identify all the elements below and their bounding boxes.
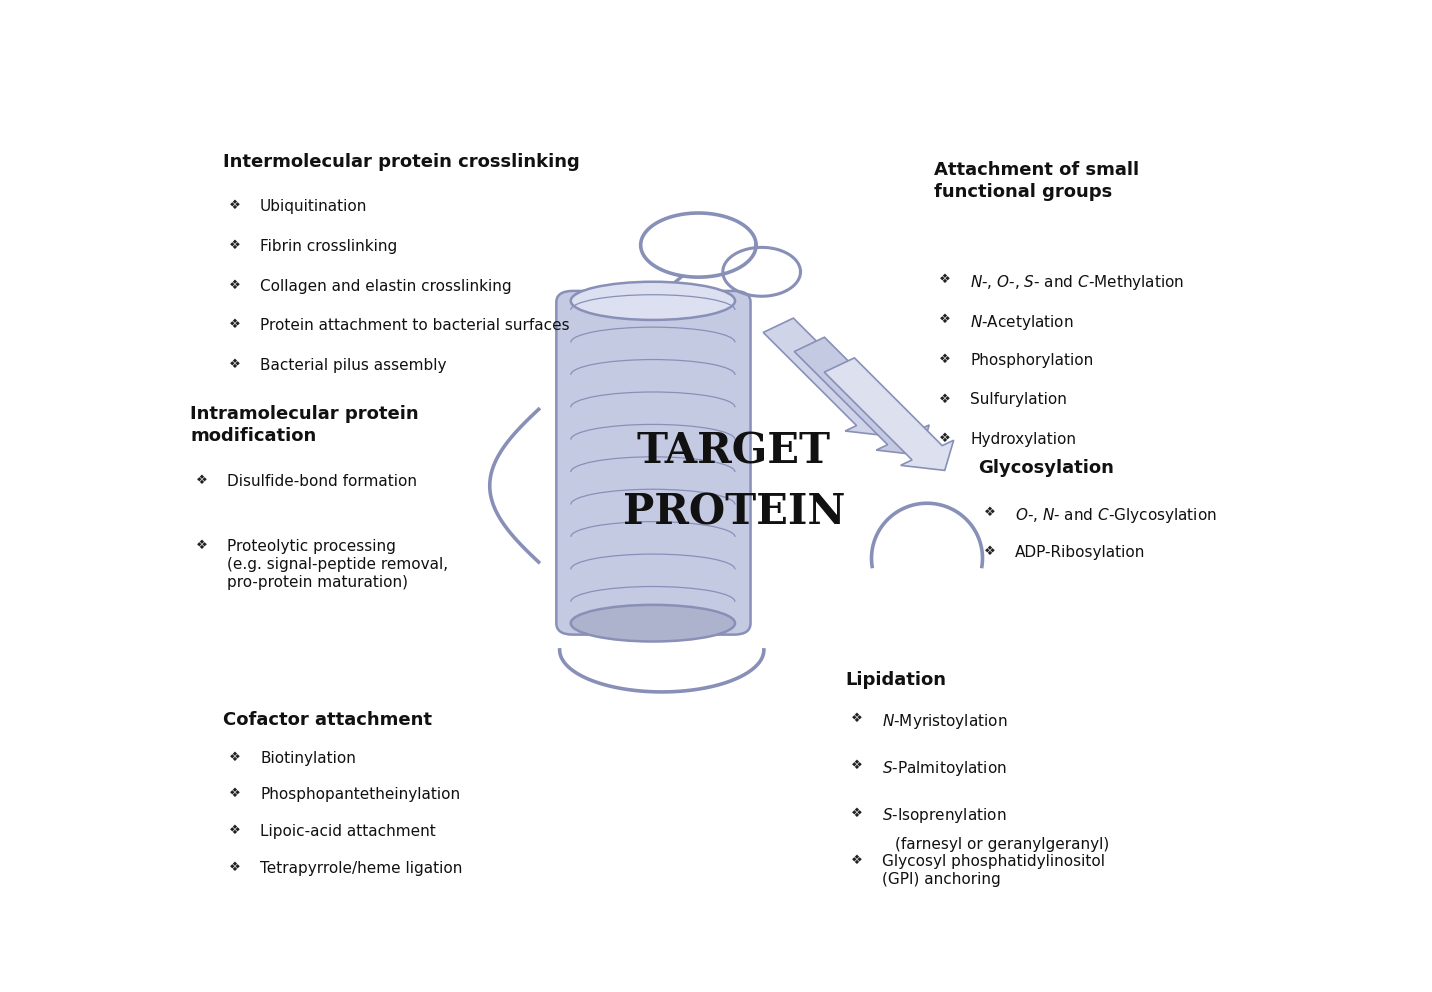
- Text: ❖: ❖: [229, 824, 241, 837]
- Text: ❖: ❖: [229, 861, 241, 874]
- Text: $\it{O}$-, $\it{N}$- and $\it{C}$-Glycosylation: $\it{O}$-, $\it{N}$- and $\it{C}$-Glycos…: [1015, 506, 1217, 525]
- Text: ❖: ❖: [984, 546, 995, 558]
- Text: Collagen and elastin crosslinking: Collagen and elastin crosslinking: [261, 279, 511, 294]
- Text: Phosphopantetheinylation: Phosphopantetheinylation: [261, 788, 460, 803]
- Text: $\it{S}$-Isoprenylation: $\it{S}$-Isoprenylation: [882, 806, 1007, 825]
- Text: Ubiquitination: Ubiquitination: [261, 199, 368, 214]
- Text: Intramolecular protein
modification: Intramolecular protein modification: [190, 406, 418, 445]
- FancyArrow shape: [795, 337, 929, 455]
- Text: ❖: ❖: [851, 806, 862, 819]
- Text: Phosphorylation: Phosphorylation: [971, 353, 1094, 368]
- Text: Fibrin crosslinking: Fibrin crosslinking: [261, 239, 397, 254]
- FancyArrow shape: [825, 358, 954, 470]
- Text: TARGET: TARGET: [637, 431, 831, 472]
- FancyArrow shape: [763, 318, 898, 436]
- Text: Glycosylation: Glycosylation: [978, 459, 1114, 477]
- Text: ❖: ❖: [939, 433, 951, 445]
- Text: Intermolecular protein crosslinking: Intermolecular protein crosslinking: [223, 154, 580, 172]
- Text: Glycosyl phosphatidylinositol
(GPI) anchoring: Glycosyl phosphatidylinositol (GPI) anch…: [882, 854, 1104, 887]
- Text: ❖: ❖: [196, 474, 208, 487]
- FancyBboxPatch shape: [556, 291, 750, 635]
- Text: ❖: ❖: [229, 279, 241, 292]
- Text: ❖: ❖: [939, 274, 951, 287]
- Text: ❖: ❖: [851, 712, 862, 725]
- Text: PROTEIN: PROTEIN: [623, 491, 845, 534]
- Text: Lipoic-acid attachment: Lipoic-acid attachment: [261, 824, 435, 839]
- Text: ❖: ❖: [229, 358, 241, 371]
- Text: ❖: ❖: [939, 353, 951, 366]
- Text: $\it{S}$-Palmitoylation: $\it{S}$-Palmitoylation: [882, 759, 1007, 778]
- Text: Disulfide-bond formation: Disulfide-bond formation: [226, 474, 417, 489]
- Text: ❖: ❖: [851, 759, 862, 772]
- Text: ❖: ❖: [229, 199, 241, 212]
- Text: ❖: ❖: [229, 751, 241, 764]
- Text: Protein attachment to bacterial surfaces: Protein attachment to bacterial surfaces: [261, 318, 570, 333]
- Text: Sulfurylation: Sulfurylation: [971, 393, 1067, 408]
- Text: ❖: ❖: [229, 239, 241, 252]
- Text: $\it{N}$-Acetylation: $\it{N}$-Acetylation: [971, 313, 1074, 332]
- Text: Hydroxylation: Hydroxylation: [971, 433, 1077, 447]
- Text: Lipidation: Lipidation: [845, 671, 947, 688]
- Text: $\it{N}$-, $\it{O}$-, $\it{S}$- and $\it{C}$-Methylation: $\it{N}$-, $\it{O}$-, $\it{S}$- and $\it…: [971, 274, 1184, 293]
- Text: ❖: ❖: [939, 313, 951, 326]
- Text: Proteolytic processing
(e.g. signal-peptide removal,
pro-protein maturation): Proteolytic processing (e.g. signal-pept…: [226, 540, 448, 590]
- Text: Cofactor attachment: Cofactor attachment: [223, 711, 432, 729]
- Text: ❖: ❖: [984, 506, 995, 519]
- Text: Attachment of small
functional groups: Attachment of small functional groups: [934, 161, 1138, 200]
- Ellipse shape: [571, 282, 735, 320]
- Text: ❖: ❖: [229, 318, 241, 331]
- Text: ❖: ❖: [939, 393, 951, 406]
- Text: ❖: ❖: [851, 854, 862, 867]
- Text: ❖: ❖: [196, 540, 208, 553]
- Text: ADP-Ribosylation: ADP-Ribosylation: [1015, 546, 1146, 560]
- Text: $\it{N}$-Myristoylation: $\it{N}$-Myristoylation: [882, 712, 1007, 731]
- Text: Tetrapyrrole/heme ligation: Tetrapyrrole/heme ligation: [261, 861, 463, 876]
- Text: Bacterial pilus assembly: Bacterial pilus assembly: [261, 358, 447, 373]
- Text: Biotinylation: Biotinylation: [261, 751, 357, 766]
- Ellipse shape: [571, 605, 735, 642]
- Text: (farnesyl or geranylgeranyl): (farnesyl or geranylgeranyl): [895, 837, 1108, 852]
- Text: ❖: ❖: [229, 788, 241, 801]
